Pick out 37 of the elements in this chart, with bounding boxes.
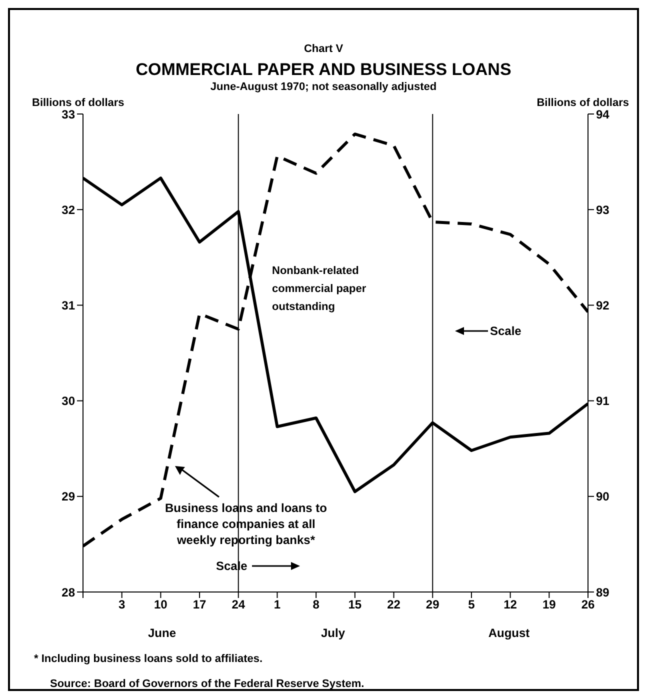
y2-axis-title: Billions of dollars <box>536 97 629 109</box>
series-label: Nonbank-related commercial paper outstanding <box>272 264 368 315</box>
text: July <box>320 626 346 640</box>
x-tick-label: 5 <box>468 598 476 612</box>
y-tick-label: 31 <box>62 298 76 312</box>
x-tick-label: 24 <box>232 598 246 612</box>
text: August <box>487 626 531 640</box>
x-tick-label: 12 <box>504 598 518 612</box>
text: Chart V <box>302 43 344 55</box>
x-tick-label: 3 <box>118 598 126 612</box>
x-tick-label: 1 <box>274 598 281 612</box>
chart-subtitle: June-August 1970; not seasonally adjusted <box>209 81 438 93</box>
y2-tick-label: 92 <box>596 298 610 312</box>
text: * Including business loans sold to affiliates. <box>34 653 263 665</box>
source-note: Source: Board of Governors of the Federal Reserve System. <box>50 678 364 690</box>
y2-tick-label: 93 <box>596 202 610 217</box>
x-tick-label: 19 <box>542 598 556 612</box>
y-tick-label: 30 <box>62 394 76 408</box>
annotation: Scale <box>490 324 522 338</box>
y2-tick-label: 91 <box>596 394 610 408</box>
y-tick-label: 32 <box>62 202 76 217</box>
x-tick-label: 10 <box>154 598 168 612</box>
x-tick-label: 17 <box>192 598 207 612</box>
text: June <box>146 626 177 640</box>
x-tick-label: 29 <box>426 598 440 612</box>
y2-tick-label: 90 <box>596 490 610 504</box>
y2-tick-label: 89 <box>596 585 610 600</box>
chart-title: COMMERCIAL PAPER AND BUSINESS LOANS <box>134 60 512 80</box>
y-tick-label: 29 <box>62 490 76 504</box>
y-tick-label: 28 <box>62 585 76 600</box>
y2-tick-label: 94 <box>596 107 610 122</box>
y-axis-title: Billions of dollars <box>32 97 124 109</box>
x-tick-label: 15 <box>348 598 362 612</box>
x-tick-label: 8 <box>312 598 320 612</box>
x-tick-label: 26 <box>581 598 595 612</box>
x-tick-label: 22 <box>387 598 401 612</box>
y-tick-label: 33 <box>62 107 76 122</box>
